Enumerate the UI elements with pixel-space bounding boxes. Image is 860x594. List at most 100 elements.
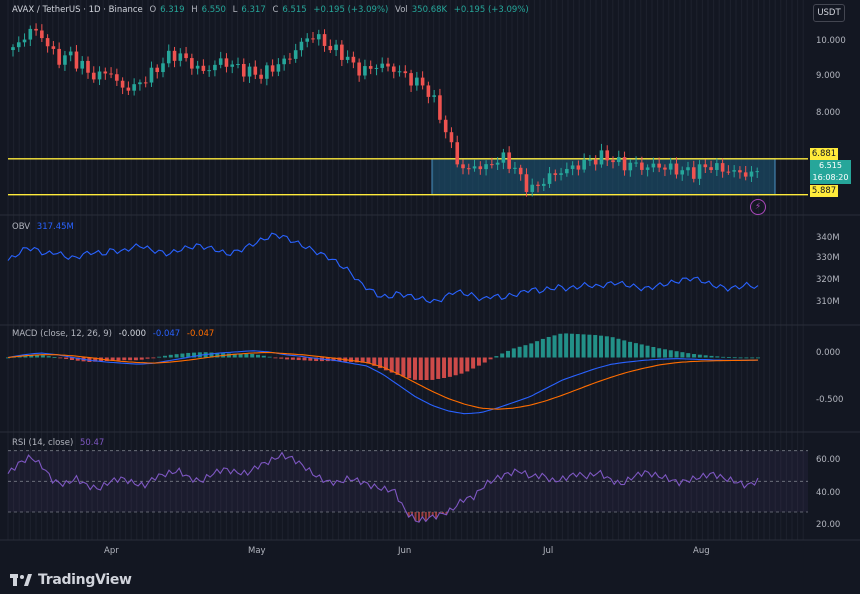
macd-histogram-bar	[523, 345, 528, 358]
price-tick: 9.000	[816, 71, 841, 81]
candle-body	[403, 71, 408, 74]
time-tick: Jul	[543, 546, 554, 556]
obv-value: 317.45M	[36, 222, 74, 232]
macd-histogram-bar	[564, 333, 569, 358]
alert-icon[interactable]: ⚡	[750, 199, 766, 215]
macd-histogram-bar	[215, 352, 220, 358]
low-label: L	[232, 5, 238, 15]
tradingview-logo[interactable]: TradingView	[10, 572, 132, 588]
macd-histogram-bar	[471, 357, 476, 369]
candle-body	[311, 38, 315, 40]
macd-histogram-bar	[174, 354, 179, 358]
candle-body	[565, 168, 569, 174]
candle-body	[11, 47, 15, 51]
candle-body	[201, 65, 206, 71]
macd-histogram-bar	[558, 333, 563, 358]
macd-histogram-bar	[424, 357, 429, 380]
macd-tick: -0.500	[816, 395, 844, 405]
macd-histogram-bar	[750, 357, 755, 359]
candle-body	[743, 172, 748, 177]
close-label: C	[272, 5, 279, 15]
candle-body	[265, 65, 269, 79]
time-tick: Apr	[104, 546, 119, 556]
candle-body	[247, 66, 252, 77]
macd-histogram-bar	[506, 350, 510, 358]
rsi-value: 50.47	[79, 438, 105, 448]
candle-body	[582, 159, 586, 170]
macd-histogram-bar	[569, 333, 574, 358]
macd-histogram-bar	[738, 357, 743, 359]
rsi-legend[interactable]: RSI (14, close) 50.47	[12, 437, 108, 449]
time-tick: May	[248, 546, 266, 556]
candle-body	[80, 60, 85, 69]
candle-body	[686, 167, 690, 171]
macd-histogram-bar	[692, 354, 697, 358]
last-price-label: 6.515 16:08:20	[810, 160, 851, 184]
candle-body	[334, 44, 338, 51]
macd-histogram-bar	[459, 357, 464, 374]
candle-body	[340, 44, 344, 60]
open-label: O	[149, 5, 157, 15]
candle-body	[726, 171, 731, 173]
macd-histogram-bar	[447, 357, 452, 377]
candle-body	[161, 63, 165, 73]
candle-body	[40, 30, 44, 39]
macd-histogram-bar	[104, 357, 109, 362]
candle-body	[138, 82, 142, 85]
macd-histogram-bar	[616, 338, 621, 358]
macd-histogram-bar	[395, 357, 400, 375]
candle-body	[363, 66, 367, 76]
candle-body	[368, 66, 373, 69]
candle-body	[518, 167, 523, 175]
macd-histogram-bar	[657, 348, 662, 358]
candle-body	[241, 63, 246, 77]
macd-histogram-bar	[128, 357, 133, 361]
macd-histogram-bar	[157, 356, 162, 358]
obv-legend[interactable]: OBV 317.45M	[12, 221, 78, 233]
candle-body	[224, 58, 229, 67]
obv-series-line	[7, 232, 759, 304]
candle-body	[443, 119, 448, 133]
candle-body	[68, 51, 73, 56]
macd-histogram-bar	[244, 353, 249, 358]
candle-body	[703, 164, 708, 168]
candle-body	[438, 95, 442, 120]
macd-histogram-bar	[226, 353, 231, 358]
candle-body	[461, 164, 465, 169]
macd-histogram-bar	[349, 357, 354, 363]
volume-change: +0.195 (+3.09%)	[453, 5, 529, 15]
currency-unit-button[interactable]: USDT	[813, 4, 845, 22]
macd-histogram-bar	[145, 357, 150, 359]
macd-histogram-bar	[232, 353, 237, 358]
macd-histogram-bar	[35, 354, 40, 358]
price-tick: 10.000	[816, 36, 846, 46]
candle-body	[397, 71, 402, 73]
candle-body	[374, 67, 379, 69]
candle-body	[559, 173, 563, 175]
price-tick: 8.000	[816, 108, 841, 118]
candle-body	[715, 163, 719, 170]
candle-body	[155, 67, 160, 73]
macd-histogram-bar	[756, 357, 760, 359]
candle-body	[184, 53, 188, 59]
macd-histogram-bar	[180, 353, 185, 358]
candle-body	[16, 42, 21, 48]
candle-body	[432, 95, 436, 97]
candle-body	[143, 82, 148, 84]
macd-legend[interactable]: MACD (close, 12, 26, 9) -0.000 -0.047 -0…	[12, 328, 218, 340]
candle-body	[351, 56, 356, 63]
candle-body	[299, 41, 304, 51]
volume-label: Vol	[395, 5, 408, 15]
obv-title: OBV	[12, 222, 31, 232]
macd-histogram-bar	[709, 355, 714, 358]
macd-histogram-bar	[715, 356, 720, 358]
macd-histogram-bar	[162, 355, 167, 358]
macd-histogram-bar	[442, 357, 447, 378]
macd-histogram-bar	[546, 336, 551, 358]
candle-body	[276, 64, 281, 72]
macd-histogram-bar	[482, 357, 487, 363]
rsi-title: RSI (14, close)	[12, 438, 74, 448]
candle-body	[755, 171, 760, 173]
macd-histogram-bar	[6, 357, 10, 359]
